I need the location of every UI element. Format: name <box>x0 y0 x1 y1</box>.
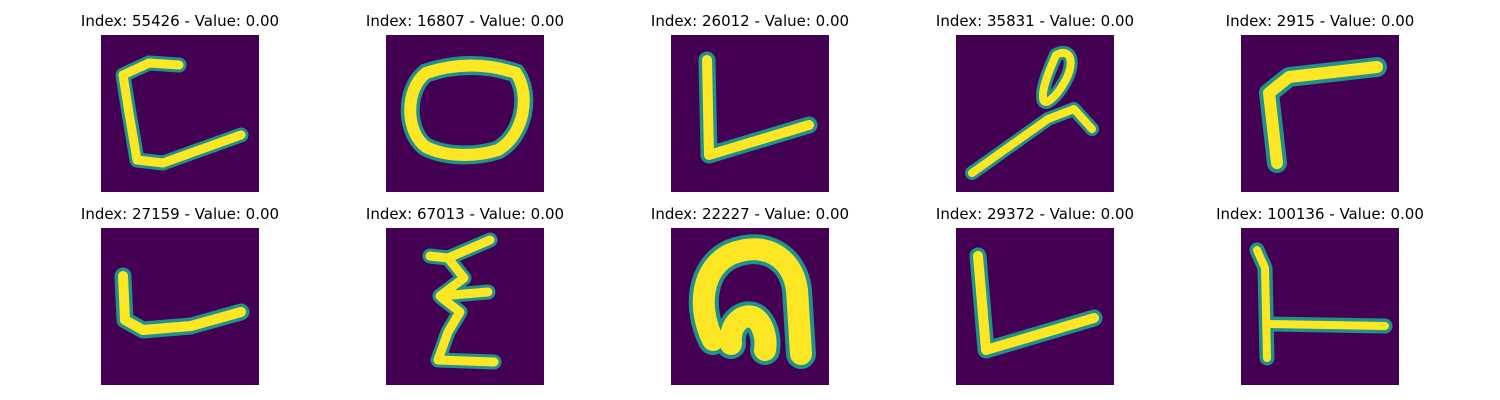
subplot-title: Index: 100136 - Value: 0.00 <box>1216 205 1424 223</box>
bracket-c-icon <box>101 35 259 192</box>
t-shape-icon <box>1241 228 1399 385</box>
subplot-3: Index: 26012 - Value: 0.00 <box>640 0 860 192</box>
v-check-icon <box>671 35 829 192</box>
subplot-6: Index: 27159 - Value: 0.00 <box>70 200 290 385</box>
subplot-8: Index: 22227 - Value: 0.00 <box>640 200 860 385</box>
oval-icon <box>386 35 544 192</box>
subplot-title: Index: 67013 - Value: 0.00 <box>365 205 565 223</box>
subplot-title: Index: 16807 - Value: 0.00 <box>365 12 565 30</box>
subplot-title: Index: 35831 - Value: 0.00 <box>935 12 1135 30</box>
corner-gamma-icon <box>1241 35 1399 192</box>
subplot-title: Index: 55426 - Value: 0.00 <box>80 12 280 30</box>
subplot-5: Index: 2915 - Value: 0.00 <box>1210 0 1430 192</box>
subplot-10: Index: 100136 - Value: 0.00 <box>1210 200 1430 385</box>
v-check-icon <box>956 228 1114 385</box>
subplot-title: Index: 27159 - Value: 0.00 <box>80 205 280 223</box>
subplot-2: Index: 16807 - Value: 0.00 <box>355 0 575 192</box>
subplot-title: Index: 29372 - Value: 0.00 <box>935 205 1135 223</box>
subplot-1: Index: 55426 - Value: 0.00 <box>70 0 290 192</box>
subplot-title: Index: 22227 - Value: 0.00 <box>650 205 850 223</box>
subplot-title: Index: 26012 - Value: 0.00 <box>650 12 850 30</box>
subplot-title: Index: 2915 - Value: 0.00 <box>1225 12 1415 30</box>
arch-icon <box>671 228 829 385</box>
subplot-7: Index: 67013 - Value: 0.00 <box>355 200 575 385</box>
looped-diagonal-icon <box>956 35 1114 192</box>
zigzag-e-icon <box>386 228 544 385</box>
l-shape-icon <box>101 228 259 385</box>
subplot-9: Index: 29372 - Value: 0.00 <box>925 200 1145 385</box>
subplot-4: Index: 35831 - Value: 0.00 <box>925 0 1145 192</box>
